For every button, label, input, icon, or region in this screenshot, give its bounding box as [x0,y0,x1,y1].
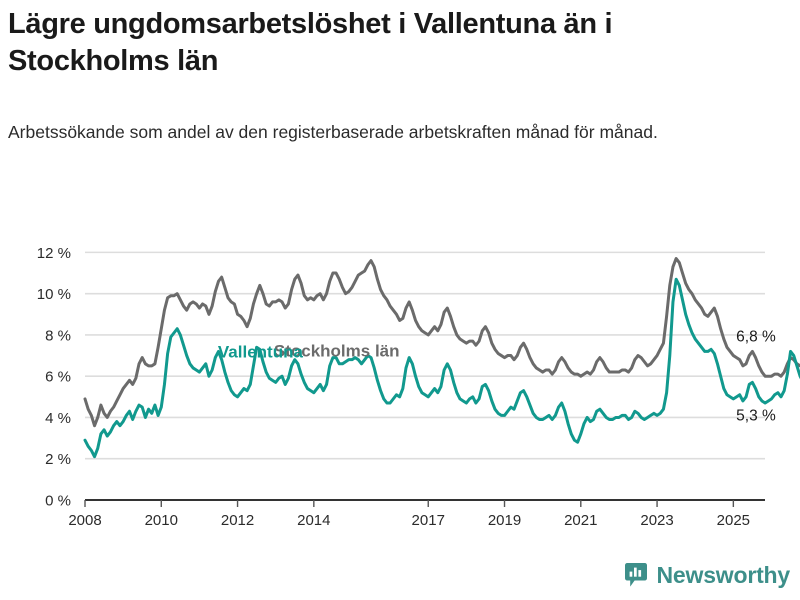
y-axis-tick-label: 0 % [45,492,71,509]
bar-chart-speech-bubble-icon [623,562,649,588]
gridlines [85,251,765,460]
x-axis-tick-label: 2021 [564,512,597,529]
x-axis-tick-label: 2025 [717,512,750,529]
brand-name: Newsworthy [656,561,791,588]
x-axis-tick-label: 2017 [412,512,445,529]
x-axis-tick-labels: 2008 2010 2012 2014 2017 2019 2021 2023 2025 [68,512,750,529]
chart-area: 0 % 2 % 4 % 6 % 8 % 10 % 12 % 2008 2010 2012 2014… [0,215,800,545]
series-end-value-labels: 6,8 % 5,3 % [736,329,776,425]
end-value-label: 5,3 % [736,408,776,425]
x-axis-tick-label: 2012 [221,512,254,529]
x-axis-tick-label: 2023 [640,512,673,529]
x-axis-tick-label: 2008 [68,512,101,529]
x-axis-tick-label: 2010 [145,512,178,529]
page-title: Lägre ungdomsarbetslöshet i Vallentuna ä… [8,8,613,78]
y-axis-tick-label: 12 % [37,245,71,262]
y-axis-tick-labels: 0 % 2 % 4 % 6 % 8 % 10 % 12 % [37,245,71,510]
series-label: Stockholms län [274,342,400,361]
page-subtitle: Arbetssökande som andel av den registerb… [8,122,658,142]
x-axis-tick-label: 2019 [488,512,521,529]
footer-branding: Newsworthy [623,558,790,592]
x-axis [84,499,765,507]
y-axis-tick-label: 2 % [45,451,71,468]
series-line [83,257,800,428]
x-axis-tick-label: 2014 [297,512,330,529]
series-line [83,277,800,459]
line-chart: 0 % 2 % 4 % 6 % 8 % 10 % 12 % 2008 2010 2012 2014… [37,245,800,529]
y-axis-tick-label: 4 % [45,410,71,427]
y-axis-tick-label: 8 % [45,327,71,344]
series-label: Vallentuna [218,343,304,362]
y-axis-tick-label: 10 % [37,286,71,303]
y-axis-tick-label: 6 % [45,369,71,386]
end-value-label: 6,8 % [736,329,776,346]
data-series [83,257,800,459]
